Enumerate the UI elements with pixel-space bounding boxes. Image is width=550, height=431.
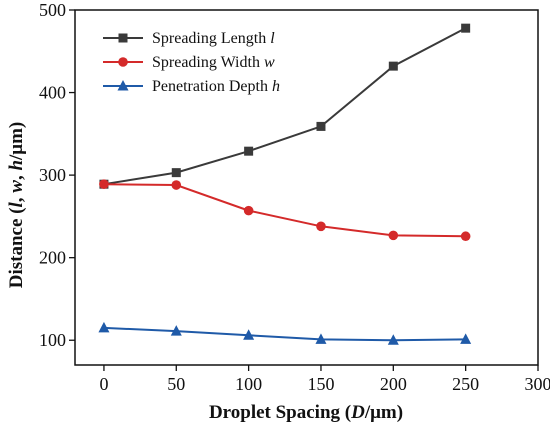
y-tick-label: 200 [39, 248, 66, 268]
series-h [98, 321, 472, 345]
data-point-h [243, 329, 255, 340]
series-line-l [103, 27, 467, 186]
x-tick-label: 300 [525, 374, 550, 394]
legend-item-l: Spreading Length l [103, 30, 275, 47]
x-tick-label: 50 [167, 374, 185, 394]
data-point-h [387, 334, 399, 345]
legend-marker [117, 80, 129, 91]
series-line-w [103, 183, 466, 238]
data-point-l [171, 168, 181, 178]
legend-item-h: Penetration Depth h [103, 78, 280, 95]
series-group [98, 23, 472, 345]
axis-ticks: 0 50 100 150 200 250 300 100 200 300 400 500 [39, 0, 550, 394]
data-point-l [316, 121, 326, 131]
data-point-l [388, 61, 398, 71]
x-tick-label: 250 [452, 374, 479, 394]
legend-label: Spreading Length l [152, 30, 275, 47]
legend: Spreading Length l Spreading Width w Penet… [103, 30, 280, 95]
y-tick-label: 500 [39, 0, 66, 20]
y-axis-title: Distance (l, w, h/μm) [6, 122, 27, 289]
legend-marker [118, 57, 128, 67]
data-point-w [388, 230, 399, 241]
y-tick-label: 400 [39, 83, 66, 103]
legend-label: Spreading Width w [152, 54, 275, 71]
series-w [99, 179, 471, 242]
data-point-w [243, 205, 254, 216]
data-point-h [98, 321, 110, 333]
data-point-w [171, 180, 182, 190]
x-tick-label: 0 [99, 374, 108, 394]
data-point-h [460, 333, 472, 344]
x-tick-label: 100 [235, 374, 262, 394]
x-tick-label: 150 [307, 374, 334, 394]
data-point-h [315, 333, 327, 344]
series-line-h [103, 326, 466, 342]
data-point-h [170, 325, 182, 336]
legend-item-w: Spreading Width w [103, 54, 275, 71]
data-point-w [460, 231, 471, 242]
y-tick-label: 300 [39, 165, 66, 185]
data-point-w [316, 221, 326, 232]
x-axis-title: Droplet Spacing (D/μm) [209, 402, 403, 423]
legend-marker [118, 33, 128, 43]
y-tick-label: 100 [39, 330, 66, 350]
data-point-l [244, 146, 254, 156]
data-point-l [461, 23, 471, 33]
legend-label: Penetration Depth h [152, 78, 280, 95]
series-l [99, 23, 471, 189]
x-tick-label: 200 [380, 374, 407, 394]
data-point-w [99, 179, 109, 189]
plot-frame [74, 9, 539, 366]
